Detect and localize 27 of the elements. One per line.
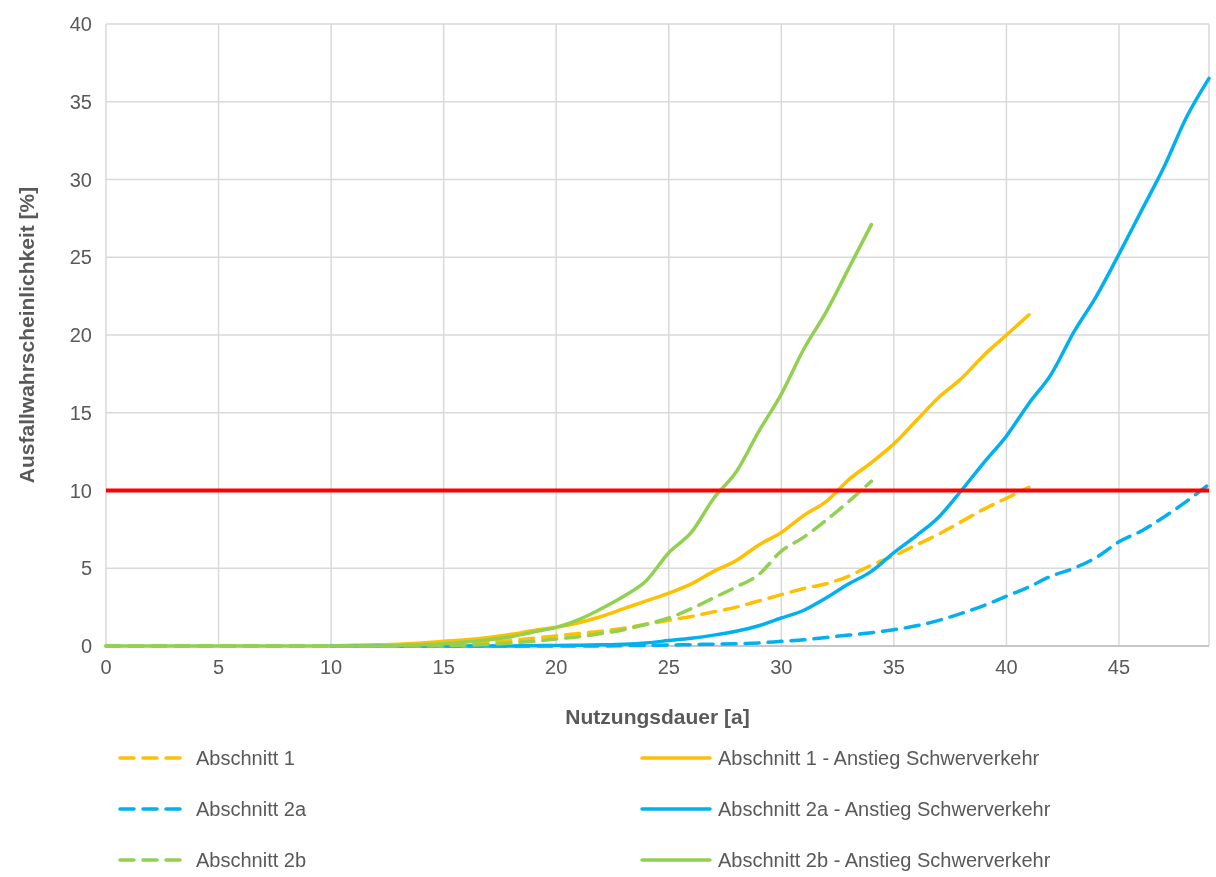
y-tick-label: 35 <box>69 90 92 113</box>
legend-label: Abschnitt 1 <box>196 747 295 769</box>
y-tick-label: 10 <box>69 479 92 502</box>
x-tick-label: 45 <box>1107 656 1131 678</box>
x-tick-label: 0 <box>100 656 112 678</box>
y-tick-label: 30 <box>69 168 92 191</box>
y-tick-label: 25 <box>69 246 92 269</box>
x-tick-label: 30 <box>770 656 793 678</box>
x-tick-label: 40 <box>995 656 1018 678</box>
y-tick-label: 5 <box>80 557 92 580</box>
x-tick-label: 35 <box>882 656 905 678</box>
x-tick-label: 5 <box>212 656 225 678</box>
legend-label: Abschnitt 2a - Anstieg Schwerverkehr <box>718 798 1051 820</box>
y-tick-label: 0 <box>80 635 92 657</box>
y-tick-label: 20 <box>69 324 92 346</box>
legend-label: Abschnitt 2a <box>196 798 307 820</box>
x-tick-label: 25 <box>657 656 680 678</box>
x-tick-label: 10 <box>319 656 343 678</box>
legend-label: Abschnitt 2b - Anstieg Schwerverkehr <box>718 849 1051 871</box>
x-axis-title: Nutzungsdauer [a] <box>565 705 750 728</box>
x-tick-label: 20 <box>545 656 568 678</box>
y-tick-label: 40 <box>69 13 92 35</box>
legend-label: Abschnitt 2b <box>196 849 307 871</box>
legend-label: Abschnitt 1 - Anstieg Schwerverkehr <box>718 747 1040 769</box>
x-tick-label: 15 <box>432 656 455 678</box>
y-tick-label: 15 <box>69 401 92 424</box>
y-axis-title: Ausfallwahrscheinlichkeit [%] <box>15 186 38 484</box>
